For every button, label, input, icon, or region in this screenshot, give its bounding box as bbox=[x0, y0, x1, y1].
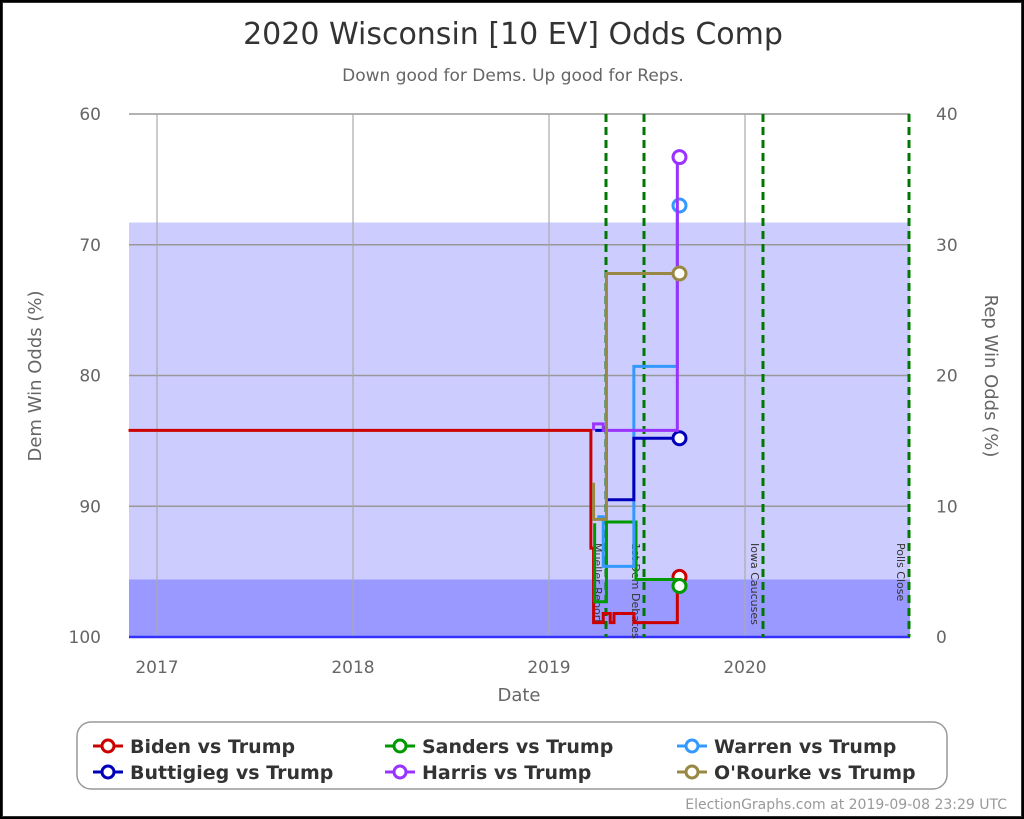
legend-label: Buttigieg vs Trump bbox=[130, 762, 333, 784]
legend-marker-icon bbox=[392, 738, 408, 754]
credit-text: ElectionGraphs.com at 2019-09-08 23:29 U… bbox=[685, 797, 1007, 813]
odds-bands bbox=[129, 222, 910, 637]
legend-marker-icon bbox=[684, 738, 700, 754]
gridlines bbox=[129, 113, 910, 639]
legend: Biden vs Trump Sanders vs Trump Warren vs … bbox=[93, 736, 916, 784]
legend-marker-icon bbox=[684, 764, 700, 780]
right-tick-label: 20 bbox=[936, 367, 958, 387]
legend-label: Harris vs Trump bbox=[422, 762, 591, 784]
band-1 bbox=[129, 579, 910, 637]
band-0 bbox=[129, 222, 910, 580]
legend-item[interactable]: Harris vs Trump bbox=[385, 762, 591, 784]
series-line bbox=[128, 428, 680, 625]
event-label: Polls Close bbox=[894, 543, 907, 602]
x-tick-label: 2017 bbox=[135, 658, 178, 678]
legend-item[interactable]: Buttigieg vs Trump bbox=[93, 762, 333, 784]
series-end-marker bbox=[671, 578, 688, 595]
right-tick-label: 10 bbox=[936, 497, 958, 517]
left-tick-label: 90 bbox=[79, 497, 101, 517]
right-tick-label: 40 bbox=[936, 105, 958, 125]
axis-ticks: 60 40 70 30 80 20 90 10 100 0 2017 2018 2019 2020 bbox=[69, 105, 958, 678]
legend-item[interactable]: Sanders vs Trump bbox=[385, 736, 613, 758]
series-end-marker bbox=[671, 149, 688, 166]
series-line bbox=[593, 520, 681, 604]
left-tick-label: 80 bbox=[79, 367, 101, 387]
right-tick-label: 30 bbox=[936, 236, 958, 256]
series-end-marker bbox=[671, 430, 688, 447]
left-tick-label: 60 bbox=[79, 105, 101, 125]
series-line bbox=[592, 272, 680, 521]
legend-label: Warren vs Trump bbox=[714, 736, 896, 758]
data-series bbox=[128, 149, 688, 625]
left-tick-label: 70 bbox=[79, 236, 101, 256]
x-tick-label: 2019 bbox=[527, 658, 570, 678]
legend-item[interactable]: Biden vs Trump bbox=[93, 736, 295, 758]
legend-marker-icon bbox=[100, 764, 116, 780]
right-axis-label: Rep Win Odds (%) bbox=[980, 295, 1001, 458]
legend-marker-icon bbox=[392, 764, 408, 780]
left-tick-label: 100 bbox=[69, 628, 101, 648]
legend-label: Sanders vs Trump bbox=[422, 736, 613, 758]
chart-subtitle: Down good for Dems. Up good for Reps. bbox=[342, 66, 684, 86]
series-end-marker bbox=[671, 265, 688, 282]
right-tick-label: 0 bbox=[936, 628, 947, 648]
left-axis-label: Dem Win Odds (%) bbox=[25, 291, 46, 462]
x-tick-label: 2018 bbox=[331, 658, 374, 678]
legend-item[interactable]: Warren vs Trump bbox=[677, 736, 896, 758]
x-tick-label: 2020 bbox=[723, 658, 766, 678]
legend-label: Biden vs Trump bbox=[130, 736, 295, 758]
x-axis-label: Date bbox=[497, 685, 540, 706]
chart-title: 2020 Wisconsin [10 EV] Odds Comp bbox=[243, 17, 783, 52]
legend-item[interactable]: O'Rourke vs Trump bbox=[677, 762, 916, 784]
event-label: Iowa Caucuses bbox=[748, 543, 761, 625]
legend-marker-icon bbox=[100, 738, 116, 754]
legend-box bbox=[76, 721, 948, 790]
legend-label: O'Rourke vs Trump bbox=[714, 762, 916, 784]
series-end-marker bbox=[671, 197, 688, 214]
chart: 2020 Wisconsin [10 EV] Odds Comp Down go… bbox=[25, 17, 1007, 813]
